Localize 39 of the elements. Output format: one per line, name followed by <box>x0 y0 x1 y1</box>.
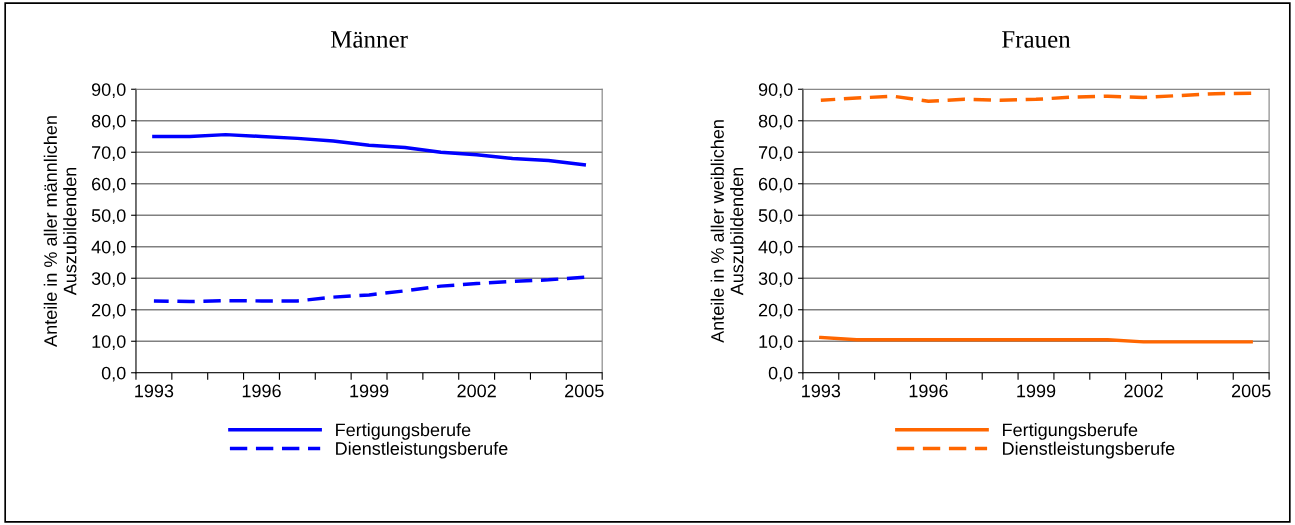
y-tick-label: 20,0 <box>758 303 793 319</box>
legend-label: Fertigungsberufe <box>1003 423 1138 440</box>
y-tick-label: 40,0 <box>758 240 793 256</box>
y-tick-label: 10,0 <box>92 335 126 351</box>
y-tick-label: 40,0 <box>91 240 126 256</box>
y-tick-label: 30,0 <box>758 272 793 288</box>
y-tick-label: 70,0 <box>92 146 126 162</box>
y-tick-label: 80,0 <box>758 114 793 130</box>
x-tick-label: 1999 <box>1017 384 1056 398</box>
x-tick-label: 2002 <box>1124 384 1163 398</box>
legend-label: Dienstleistungsberufe <box>336 441 508 459</box>
chart-title: Frauen <box>1002 31 1071 48</box>
y-tick-label: 90,0 <box>758 83 793 99</box>
y-tick-label: 70,0 <box>758 146 793 162</box>
x-tick-label: 1993 <box>802 384 841 398</box>
y-tick-label: 0,0 <box>768 366 793 382</box>
y-axis-title: Anteile in % aller weiblichen Auszubildenden <box>710 120 744 343</box>
y-tick-label: 30,0 <box>91 272 126 288</box>
x-tick-label: 1993 <box>135 384 174 398</box>
y-tick-label: 60,0 <box>92 177 126 193</box>
x-tick-label: 2005 <box>1232 384 1271 398</box>
y-tick-label: 80,0 <box>91 114 126 130</box>
x-tick-label: 2002 <box>457 384 496 398</box>
y-tick-label: 60,0 <box>758 177 793 193</box>
legend-label: Fertigungsberufe <box>336 423 471 440</box>
chart-title: Männer <box>330 31 408 48</box>
y-tick-label: 50,0 <box>758 209 793 225</box>
x-tick-label: 1996 <box>909 384 948 398</box>
x-tick-label: 1999 <box>350 384 389 398</box>
line-series <box>152 132 586 167</box>
y-tick-label: 0,0 <box>101 366 126 382</box>
y-tick-label: 10,0 <box>759 335 793 351</box>
y-tick-label: 50,0 <box>91 209 126 225</box>
y-tick-label: 20,0 <box>92 303 126 319</box>
y-tick-label: 90,0 <box>91 83 126 99</box>
x-tick-label: 1996 <box>242 384 281 398</box>
legend-label: Dienstleistungsberufe <box>1003 441 1175 459</box>
y-axis-title: Anteile in % aller männlichen Auszubildenden <box>43 116 77 347</box>
x-tick-label: 2005 <box>565 384 604 398</box>
